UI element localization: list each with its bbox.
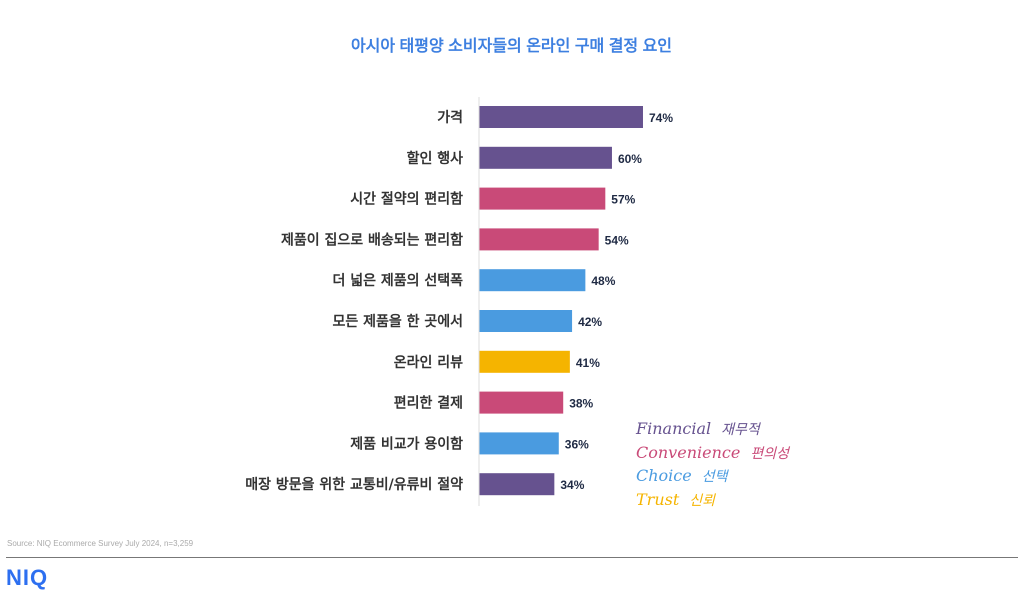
bar xyxy=(479,310,573,332)
legend-label-en: Financial xyxy=(636,419,712,438)
bar xyxy=(479,106,643,128)
bar xyxy=(479,473,555,496)
value-label: 54% xyxy=(605,233,629,247)
legend-item-convenience: Convenience 편의성 xyxy=(636,442,789,466)
legend-label-ko: 편의성 xyxy=(750,445,789,462)
bar xyxy=(479,432,559,455)
category-label: 할인 행사 xyxy=(407,150,464,167)
footer-divider xyxy=(6,557,1018,558)
value-label: 57% xyxy=(611,193,635,207)
chart-title: 아시아 태평양 소비자들의 온라인 구매 결정 요인 xyxy=(350,38,673,55)
legend-label-ko: 신뢰 xyxy=(689,492,716,509)
category-label: 편리한 결제 xyxy=(394,395,463,412)
legend-label-en: Convenience xyxy=(636,442,741,462)
category-label: 제품이 집으로 배송되는 편리함 xyxy=(281,231,463,248)
niq-logo: NIQ xyxy=(6,565,49,590)
category-label: 시간 절약의 편리함 xyxy=(350,191,463,208)
value-label: 60% xyxy=(618,152,642,166)
category-label: 제품 비교가 용이함 xyxy=(350,435,463,452)
value-label: 36% xyxy=(565,437,589,451)
category-label: 더 넓은 제품의 선택폭 xyxy=(332,272,463,289)
category-label: 가격 xyxy=(437,109,463,126)
bar-chart: 가격 74% 할인 행사 60% 시간 절약의 편리함 57% 제품이 집으로 배송되는 편… xyxy=(245,97,673,506)
legend-label-ko: 재무적 xyxy=(721,422,760,438)
value-label: 42% xyxy=(578,315,602,329)
category-label: 매장 방문을 위한 교통비/유류비 절약 xyxy=(245,476,463,493)
legend-label-en: Trust xyxy=(636,489,680,509)
legend-label-en: Choice xyxy=(636,466,692,485)
legend-item-financial: Financial 재무적 xyxy=(636,418,789,442)
legend-item-trust: Trust 신뢰 xyxy=(636,489,789,513)
category-label: 온라인 리뷰 xyxy=(394,354,463,371)
value-label: 74% xyxy=(649,111,673,125)
value-label: 41% xyxy=(576,356,600,370)
bar xyxy=(479,391,564,414)
legend: Financial 재무적 Convenience 편의성 Choice 선택 Trust 신… xyxy=(636,418,789,512)
category-label: 모든 제품을 한 곳에서 xyxy=(332,314,463,330)
legend-item-choice: Choice 선택 xyxy=(636,465,789,489)
bar xyxy=(479,146,612,169)
value-label: 38% xyxy=(569,397,593,411)
bar xyxy=(479,187,606,210)
bar xyxy=(479,350,570,373)
bar xyxy=(479,269,586,292)
value-label: 34% xyxy=(560,478,584,492)
value-label: 48% xyxy=(591,274,615,288)
legend-label-ko: 선택 xyxy=(701,469,728,485)
bar xyxy=(479,228,599,251)
source-note: Source: NIQ Ecommerce Survey July 2024, … xyxy=(7,539,194,548)
